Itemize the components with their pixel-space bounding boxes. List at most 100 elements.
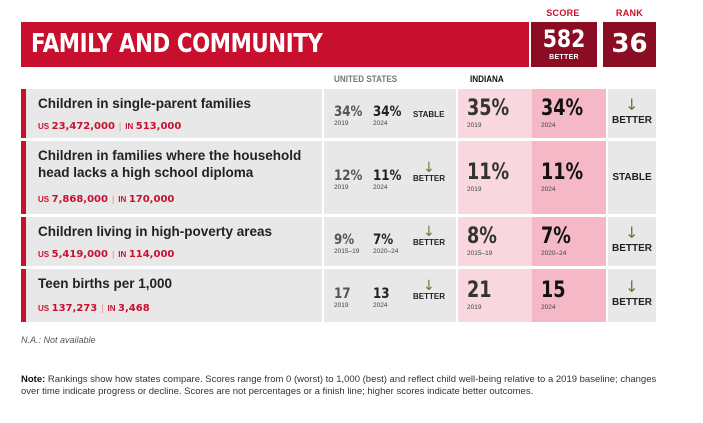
state-value-baseline: 35% bbox=[467, 95, 510, 121]
state-value-latest: 7% bbox=[541, 223, 571, 249]
state-trend-arrow-icon: ↓ bbox=[625, 276, 639, 296]
us-count-label: US bbox=[38, 250, 50, 259]
state-trend-cell: ↓ BETTER bbox=[608, 269, 656, 322]
state-latest-cell: 11% 2024 bbox=[532, 141, 606, 214]
us-count-label: US bbox=[38, 195, 50, 204]
state-count: 513,000 bbox=[135, 121, 182, 132]
us-count: 5,419,000 bbox=[51, 249, 108, 260]
state-year-latest: 2024 bbox=[541, 185, 556, 193]
score-direction: BETTER bbox=[549, 54, 579, 61]
score-column-label: SCORE bbox=[546, 8, 580, 18]
us-value-baseline: 17 bbox=[334, 285, 351, 302]
state-count-label: IN bbox=[118, 195, 127, 204]
indicator-title: Teen births per 1,000 bbox=[38, 276, 173, 291]
state-value-latest: 34% bbox=[541, 95, 584, 121]
us-count: 7,868,000 bbox=[51, 194, 108, 205]
state-year-latest: 2024 bbox=[541, 303, 556, 311]
indicator-counts: US 23,472,000 | IN 513,000 bbox=[38, 121, 181, 132]
section-banner: FAMILY AND COMMUNITY bbox=[21, 22, 529, 67]
us-trend-arrow-icon: ↓ bbox=[423, 277, 435, 294]
section-title: FAMILY AND COMMUNITY bbox=[31, 29, 323, 59]
score-value: 582 bbox=[542, 25, 586, 53]
state-count: 3,468 bbox=[118, 303, 150, 314]
state-latest-cell: 34% 2024 bbox=[532, 89, 606, 138]
state-count: 170,000 bbox=[128, 194, 175, 205]
state-year-latest: 2024 bbox=[541, 121, 556, 129]
state-count-label: IN bbox=[107, 304, 116, 313]
state-column-header: INDIANA bbox=[470, 74, 504, 84]
state-trend-arrow-icon: ↓ bbox=[625, 222, 639, 242]
us-value-latest: 7% bbox=[373, 231, 394, 248]
state-year-latest: 2020–24 bbox=[541, 249, 567, 257]
state-trend-label: BETTER bbox=[612, 114, 652, 126]
indicator-counts: US 137,273 | IN 3,468 bbox=[38, 303, 150, 314]
na-footnote: N.A.: Not available bbox=[21, 335, 96, 345]
state-year-baseline: 2019 bbox=[467, 185, 482, 193]
us-values-cell: 34% 2019 34% 2024 STABLE bbox=[324, 89, 456, 138]
state-latest-cell: 7% 2020–24 bbox=[532, 217, 606, 266]
note-footnote: Note: Rankings show how states compare. … bbox=[21, 374, 661, 398]
state-value-latest: 11% bbox=[541, 159, 584, 185]
us-trend-arrow-icon: ↓ bbox=[423, 159, 435, 176]
us-count: 23,472,000 bbox=[51, 121, 115, 132]
state-baseline-cell: 35% 2019 bbox=[458, 89, 532, 138]
indicator-title: Children in single-parent families bbox=[38, 96, 252, 111]
us-values-cell: 12% 2019 11% 2024 ↓ BETTER bbox=[324, 141, 456, 214]
count-separator: | bbox=[111, 194, 115, 204]
count-separator: | bbox=[111, 249, 115, 259]
count-separator: | bbox=[101, 303, 104, 313]
us-year-latest: 2020–24 bbox=[373, 247, 399, 255]
us-value-latest: 13 bbox=[373, 285, 390, 302]
us-year-latest: 2024 bbox=[373, 301, 388, 309]
count-separator: | bbox=[118, 121, 122, 131]
indicator-row: Children in single-parent families US 23,… bbox=[21, 89, 656, 138]
state-value-baseline: 21 bbox=[467, 277, 492, 303]
note-label: Note: bbox=[21, 374, 46, 385]
state-trend-label: BETTER bbox=[612, 296, 652, 308]
us-value-latest: 34% bbox=[373, 103, 402, 120]
state-trend-arrow-icon: ↓ bbox=[625, 94, 639, 114]
state-trend-label: BETTER bbox=[612, 242, 652, 254]
indicator-row: Children living in high-poverty areas US … bbox=[21, 217, 656, 266]
state-value-latest: 15 bbox=[541, 277, 566, 303]
us-column-header: UNITED STATES bbox=[334, 74, 398, 84]
indicator-label-cell: Children in single-parent families US 23,… bbox=[21, 89, 322, 138]
us-year-baseline: 2019 bbox=[334, 119, 349, 127]
indicator-row: Children in families where the household… bbox=[21, 141, 656, 214]
us-value-baseline: 9% bbox=[334, 231, 355, 248]
indicator-label-cell: Children living in high-poverty areas US … bbox=[21, 217, 322, 266]
state-year-baseline: 2019 bbox=[467, 121, 482, 129]
us-year-latest: 2024 bbox=[373, 183, 388, 191]
rank-column-label: RANK bbox=[615, 8, 644, 18]
us-trend-arrow-icon: ↓ bbox=[423, 223, 435, 240]
indicator-counts: US 7,868,000 | IN 170,000 bbox=[38, 194, 174, 205]
state-latest-cell: 15 2024 bbox=[532, 269, 606, 322]
us-value-latest: 11% bbox=[373, 167, 402, 184]
state-trend-label: STABLE bbox=[612, 171, 652, 183]
us-trend-label: BETTER bbox=[413, 173, 445, 183]
state-year-baseline: 2019 bbox=[467, 303, 482, 311]
note-text: Rankings show how states compare. Scores… bbox=[21, 374, 657, 397]
us-value-baseline: 34% bbox=[334, 103, 363, 120]
indicator-title: Children living in high-poverty areas bbox=[38, 224, 273, 239]
us-value-baseline: 12% bbox=[334, 167, 363, 184]
rank-value: 36 bbox=[603, 22, 656, 67]
us-count: 137,273 bbox=[51, 303, 98, 314]
indicator-label-cell: Children in families where the household… bbox=[21, 141, 322, 214]
state-baseline-cell: 11% 2019 bbox=[458, 141, 532, 214]
state-count: 114,000 bbox=[128, 249, 175, 260]
state-baseline-cell: 8% 2015–19 bbox=[458, 217, 532, 266]
indicator-counts: US 5,419,000 | IN 114,000 bbox=[38, 249, 174, 260]
us-values-cell: 17 2019 13 2024 ↓ BETTER bbox=[324, 269, 456, 322]
us-trend-label: STABLE bbox=[413, 109, 445, 119]
state-count-label: IN bbox=[118, 250, 127, 259]
state-value-baseline: 11% bbox=[467, 159, 510, 185]
score-box: 582 BETTER bbox=[531, 22, 597, 67]
state-year-baseline: 2015–19 bbox=[467, 249, 493, 257]
indicator-row: Teen births per 1,000 US 137,273 | IN 3,468… bbox=[21, 269, 656, 322]
us-count-label: US bbox=[38, 122, 50, 131]
state-trend-cell: ↓ BETTER bbox=[608, 89, 656, 138]
state-trend-cell: STABLE bbox=[608, 141, 656, 214]
indicator-label-cell: Teen births per 1,000 US 137,273 | IN 3,468 bbox=[21, 269, 322, 322]
us-count-label: US bbox=[38, 304, 50, 313]
